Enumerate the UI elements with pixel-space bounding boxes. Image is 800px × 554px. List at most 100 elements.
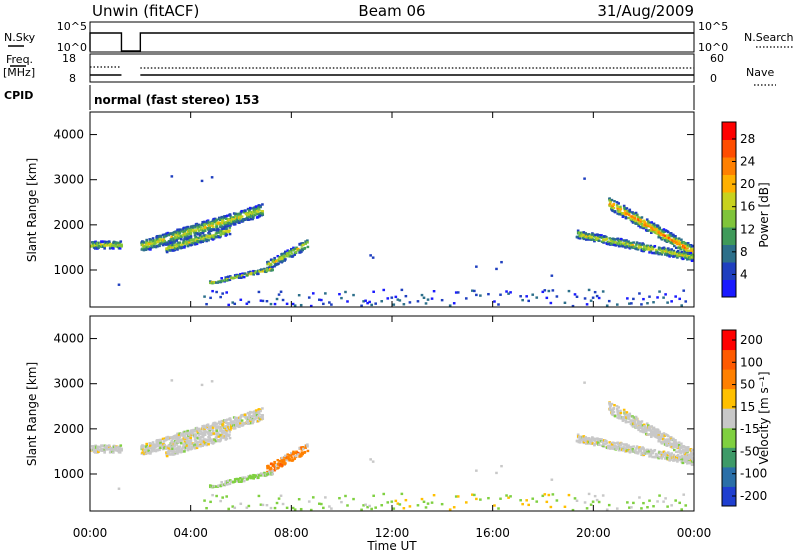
power-cell [230, 222, 233, 226]
velocity-cell [691, 449, 695, 452]
velocity-cell [120, 449, 123, 452]
velocity-cell [598, 443, 601, 446]
power-cell [675, 239, 679, 242]
power-cell [634, 211, 638, 215]
power-cell [263, 270, 267, 273]
velocity-cell [647, 450, 651, 453]
power-cell [651, 247, 655, 250]
velocity-cell [661, 455, 665, 458]
velocity-cell [212, 425, 215, 428]
power-cell [684, 244, 688, 248]
velocity-cell [297, 451, 300, 455]
velocity-cell [156, 442, 159, 446]
power-cell [430, 297, 434, 300]
power-cell [252, 273, 255, 276]
power-cell [215, 290, 218, 294]
power-cell [640, 216, 644, 219]
power-cell [214, 235, 218, 239]
power-cell [318, 298, 321, 301]
power-cell [625, 207, 629, 210]
velocity-cell [652, 505, 655, 508]
power-cell [324, 292, 327, 295]
velocity-cell [660, 434, 664, 437]
power-cell [680, 250, 684, 254]
power-cell [577, 236, 581, 240]
velocity-cell [97, 448, 101, 452]
velocity-cell [630, 447, 633, 450]
power-cell [639, 220, 643, 224]
power-cell [688, 249, 691, 253]
velocity-cell [306, 443, 309, 446]
power-cell [171, 244, 174, 248]
velocity-cell [229, 420, 233, 424]
velocity-cell [629, 445, 633, 449]
velocity-cell [167, 446, 170, 449]
velocity-cell [346, 504, 349, 507]
velocity-cell [223, 431, 227, 434]
power-cell [245, 302, 249, 305]
power-cell [611, 209, 615, 212]
colorbar-segment [722, 227, 736, 245]
velocity-cell [281, 502, 285, 506]
power-cell [440, 298, 444, 302]
power-cell [144, 241, 148, 244]
power-cell [424, 302, 428, 305]
power-cell [158, 244, 161, 248]
velocity-cell [183, 450, 186, 453]
velocity-cell [101, 444, 105, 447]
velocity-cell [598, 438, 602, 441]
velocity-cell [394, 499, 398, 503]
velocity-cell [605, 439, 608, 443]
power-cell [221, 221, 225, 224]
power-cell [631, 211, 634, 214]
power-cell [616, 205, 619, 209]
velocity-cell [617, 416, 621, 420]
power-cell [679, 248, 683, 251]
power-cell [601, 290, 605, 293]
power-cell [623, 239, 627, 242]
velocity-cell [186, 429, 190, 433]
power-cell [114, 242, 118, 245]
power-cell [211, 225, 215, 228]
power-cell [691, 252, 695, 255]
velocity-cell [186, 439, 190, 442]
velocity-cell [208, 427, 212, 430]
power-cell [246, 215, 249, 218]
velocity-cell [208, 436, 212, 440]
power-cell [597, 237, 600, 240]
velocity-cell [163, 437, 167, 440]
velocity-cell [174, 437, 178, 440]
power-cell [300, 250, 303, 253]
velocity-cell [165, 454, 169, 458]
colorbar-segment [722, 408, 736, 429]
power-cell [239, 276, 243, 279]
velocity-cell [173, 445, 176, 448]
power-cell [656, 228, 660, 232]
velocity-cell [159, 438, 162, 442]
power-cell [649, 248, 653, 252]
colorbar-tick-label: 200 [740, 333, 763, 347]
power-cell [184, 242, 188, 245]
power-cell [597, 296, 601, 300]
power-cell [678, 244, 682, 248]
power-cell [163, 239, 167, 243]
power-cell [209, 281, 212, 285]
velocity-cell [372, 494, 375, 497]
velocity-cell [301, 446, 305, 449]
velocity-cell [199, 436, 203, 439]
power-cell [615, 204, 619, 207]
colorbar-segment [722, 244, 736, 263]
velocity-cell [260, 472, 263, 475]
velocity-cell [186, 436, 190, 440]
power-cell [404, 294, 408, 298]
velocity-cell [213, 424, 217, 428]
velocity-cell [215, 427, 219, 431]
velocity-cell [645, 451, 649, 454]
power-cell [630, 219, 634, 223]
power-cell [219, 235, 222, 238]
power-cell [293, 247, 296, 251]
velocity-cell [227, 425, 230, 429]
velocity-cell [624, 420, 628, 424]
velocity-cell [230, 426, 233, 430]
y-tick-label: 3000 [53, 377, 84, 391]
